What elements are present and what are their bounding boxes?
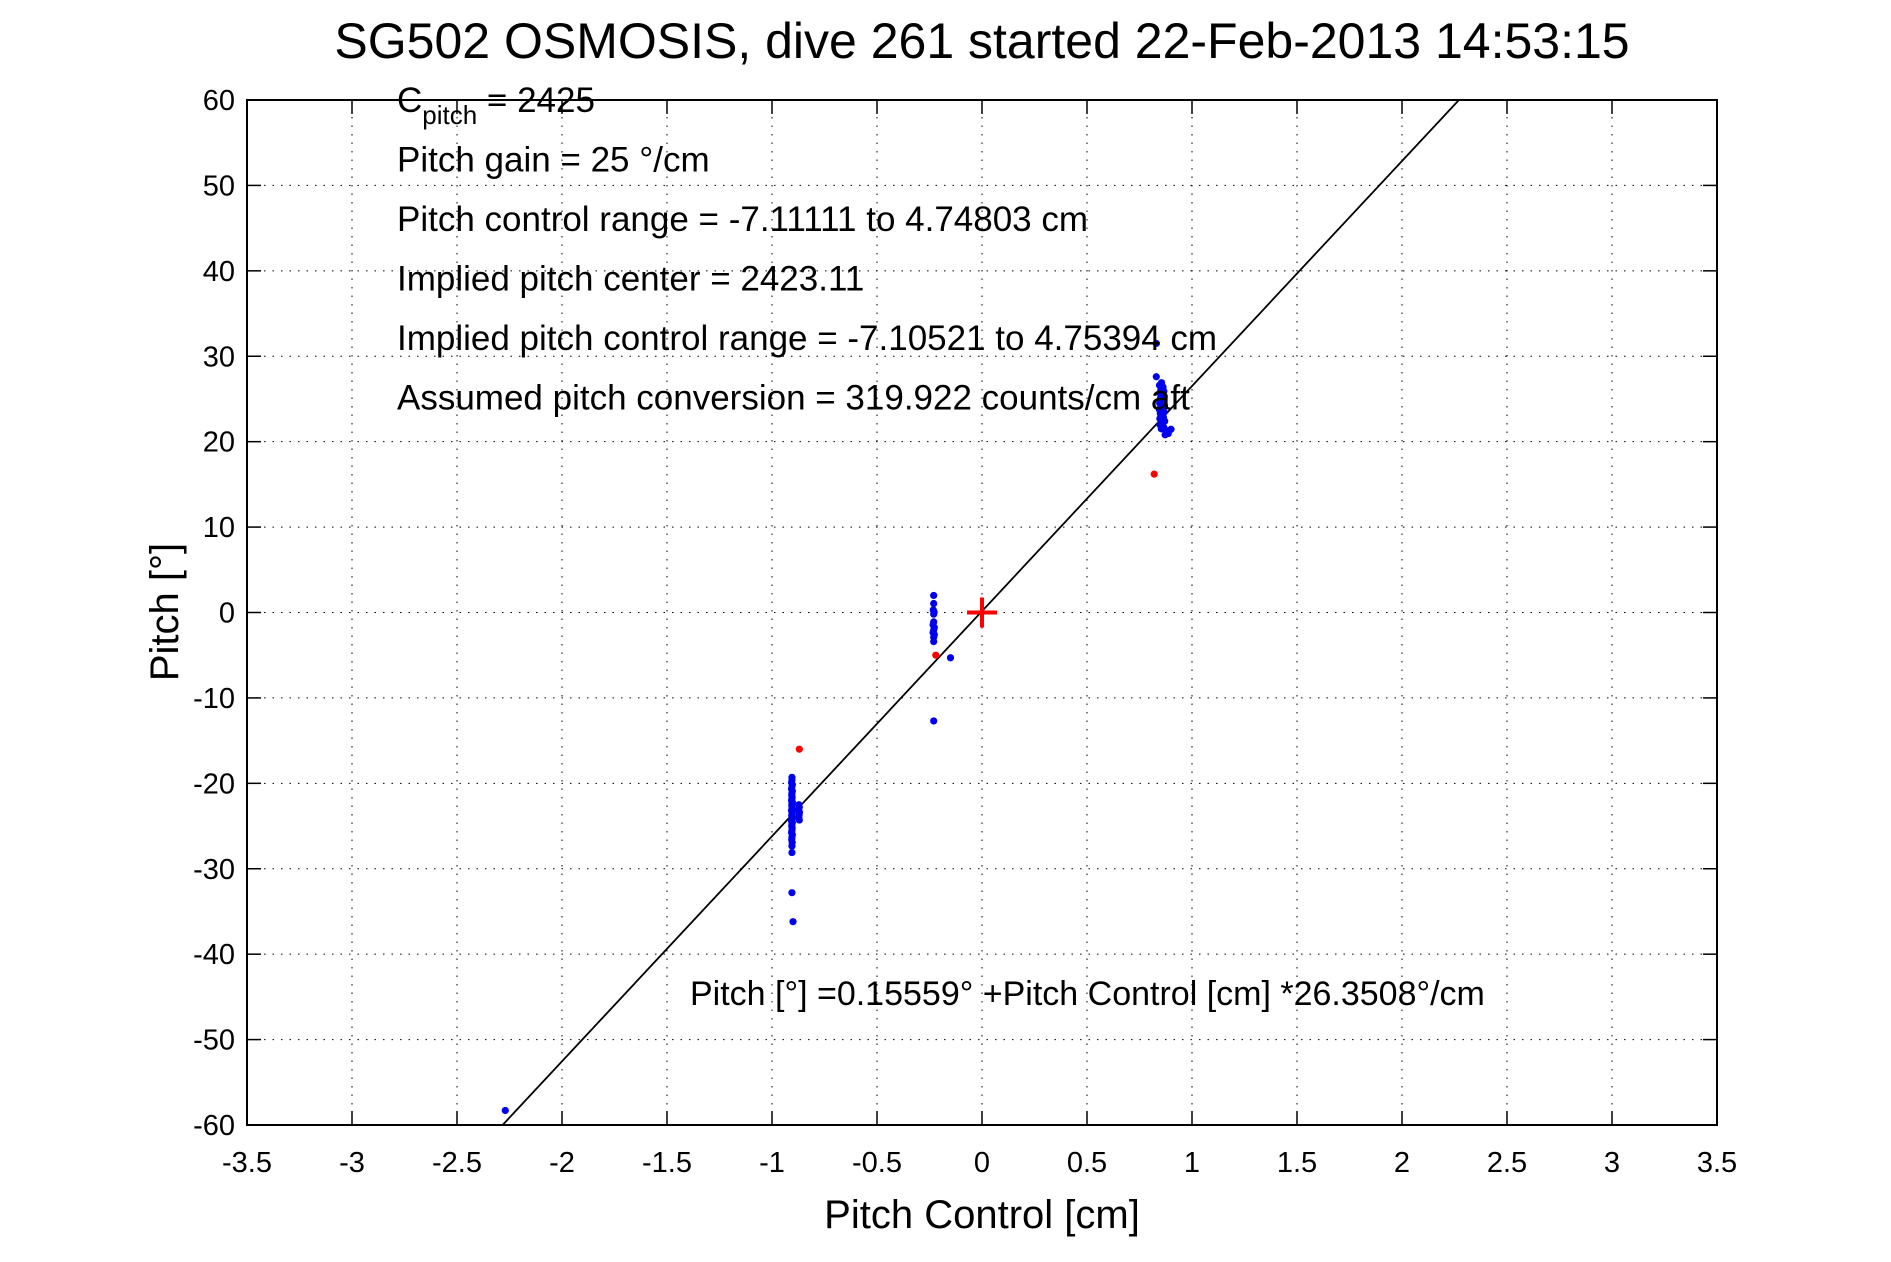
x-tick-label: -1 — [759, 1147, 785, 1179]
x-tick-label: -3.5 — [222, 1147, 272, 1179]
x-tick-label: 0.5 — [1067, 1147, 1107, 1179]
y-tick-label: 20 — [203, 427, 235, 459]
scatter-point — [788, 889, 796, 897]
y-tick-label: 50 — [203, 170, 235, 202]
scatter-point — [930, 610, 938, 618]
y-tick-label: 40 — [203, 256, 235, 288]
scatter-point — [946, 654, 955, 662]
y-tick-label: -40 — [193, 939, 235, 971]
scatter-point — [789, 918, 797, 926]
scatter-point — [501, 1106, 509, 1115]
y-axis-label: Pitch [°] — [143, 543, 187, 681]
scatter-point — [788, 842, 796, 850]
y-tick-label: -50 — [193, 1025, 235, 1057]
fit-equation-label: Pitch [°] =0.15559° +Pitch Control [cm] … — [690, 975, 1485, 1013]
x-tick-label: 1 — [1184, 1147, 1200, 1179]
y-tick-label: -10 — [193, 683, 235, 715]
scatter-point — [788, 848, 796, 857]
scatter-point — [1152, 373, 1160, 381]
y-tick-label: 10 — [203, 512, 235, 544]
y-tick-label: 0 — [219, 598, 235, 630]
x-tick-label: 3 — [1604, 1147, 1620, 1179]
y-tick-label: -20 — [193, 768, 235, 800]
origin-plus-marker — [967, 597, 997, 628]
x-axis-label: Pitch Control [cm] — [824, 1193, 1140, 1237]
grid-lines — [247, 100, 1717, 1125]
y-tick-label: 30 — [203, 341, 235, 373]
annotation-line: Implied pitch control range = -7.10521 t… — [397, 319, 1217, 358]
scatter-point — [795, 745, 803, 753]
scatter-point — [930, 599, 938, 608]
scatter-point — [795, 816, 803, 824]
x-tick-label: 3.5 — [1697, 1147, 1737, 1179]
x-tick-label: -0.5 — [852, 1147, 902, 1179]
scatter-point — [930, 591, 938, 600]
axes-box-and-ticks — [246, 99, 1718, 1126]
scatter-point — [1164, 429, 1172, 438]
x-tick-label: 0 — [974, 1147, 990, 1179]
annotation-line: Assumed pitch conversion = 319.922 count… — [397, 379, 1190, 418]
annotation-line: Cpitch = 2425 — [397, 81, 595, 130]
y-tick-labels: -60 -50 -40 -30 -20 -10 0 10 20 30 40 50 60 — [193, 85, 235, 1142]
y-tick-label: -30 — [193, 854, 235, 886]
plus-marker — [967, 597, 997, 628]
scatter-point — [1150, 470, 1158, 478]
annotation-block: Cpitch = 2425 Pitch gain = 25 °/cm Pitch c… — [397, 81, 1217, 418]
x-tick-label: 2 — [1394, 1147, 1410, 1179]
x-tick-label: -1.5 — [642, 1147, 692, 1179]
x-tick-label: -3 — [339, 1147, 365, 1179]
y-tick-label: 60 — [203, 85, 235, 117]
x-tick-label: -2.5 — [432, 1147, 482, 1179]
scatter-point — [930, 637, 938, 646]
annotation-line: Pitch gain = 25 °/cm — [397, 141, 710, 180]
x-tick-label: 2.5 — [1487, 1147, 1527, 1179]
x-tick-label: 1.5 — [1277, 1147, 1317, 1179]
blue-scatter-points — [501, 339, 1175, 1115]
scatter-point — [932, 651, 940, 659]
red-scatter-points — [795, 470, 1158, 753]
annotation-line: Pitch control range = -7.11111 to 4.7480… — [397, 200, 1088, 239]
chart-title: SG502 OSMOSIS, dive 261 started 22-Feb-2… — [334, 13, 1629, 69]
y-tick-label: -60 — [193, 1110, 235, 1142]
scatter-point — [930, 717, 938, 725]
annotation-line: Implied pitch center = 2423.11 — [397, 260, 864, 299]
x-tick-labels: -3.5 -3 -2.5 -2 -1.5 -1 -0.5 0 0.5 1 1.5 2 2.5 3 3.5 — [222, 1147, 1737, 1179]
x-tick-label: -2 — [549, 1147, 575, 1179]
scatter-point — [1152, 339, 1160, 348]
